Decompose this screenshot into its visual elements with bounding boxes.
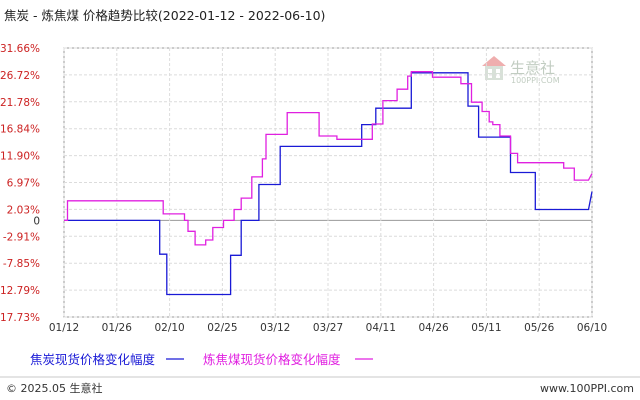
y-tick-label: 16.84% xyxy=(0,124,40,136)
x-tick-label: 06/10 xyxy=(577,322,607,334)
y-tick-label: 31.66% xyxy=(0,43,40,55)
watermark-url: 100PPI.COM xyxy=(511,76,560,85)
y-tick-label: -12.79% xyxy=(0,285,40,297)
footer-site: www.100PPI.com xyxy=(540,382,634,395)
x-tick-label: 01/12 xyxy=(49,322,79,334)
y-tick-label: -17.73% xyxy=(0,312,40,324)
x-tick-label: 04/26 xyxy=(418,322,449,334)
x-tick-label: 02/25 xyxy=(207,322,237,334)
y-tick-label: 6.97% xyxy=(7,177,40,189)
y-axis-ticks: 31.66% 26.72% 21.78% 16.84% 11.90% 6.97% 2.03%… xyxy=(0,43,40,324)
house-logo-icon xyxy=(482,56,506,80)
y-tick-label: 11.90% xyxy=(0,151,40,163)
watermark-brand: 生意社 xyxy=(510,59,555,77)
y-tick-label: 21.78% xyxy=(0,97,40,109)
legend-label-coking-coal: 炼焦煤现货价格变化幅度 xyxy=(203,352,341,367)
grid-lines xyxy=(63,47,593,318)
y-tick-label: -7.85% xyxy=(3,258,40,270)
x-tick-label: 03/12 xyxy=(260,322,290,334)
x-tick-label: 04/11 xyxy=(366,322,396,334)
y-tick-label: -2.91% xyxy=(3,231,40,243)
x-tick-label: 02/10 xyxy=(154,322,184,334)
y-tick-label: 2.03% xyxy=(7,204,40,216)
series-line-coking-coal xyxy=(64,71,593,246)
watermark-logo: 生意社 100PPI.COM xyxy=(482,56,560,85)
x-tick-label: 03/27 xyxy=(313,322,343,334)
x-tick-label: 05/11 xyxy=(471,322,501,334)
y-tick-label: 0 xyxy=(33,215,40,227)
y-tick-label: 26.72% xyxy=(0,70,40,82)
legend-label-coke: 焦炭现货价格变化幅度 xyxy=(30,352,156,367)
legend: 焦炭现货价格变化幅度 炼焦煤现货价格变化幅度 xyxy=(30,352,373,367)
x-tick-label: 01/26 xyxy=(102,322,133,334)
chart-title: 焦炭 - 炼焦煤 价格趋势比较(2022-01-12 - 2022-06-10) xyxy=(4,8,325,23)
x-axis-ticks: 01/12 01/26 02/10 02/25 03/12 03/27 04/11 04/26… xyxy=(49,322,607,334)
series-lines xyxy=(64,71,593,296)
footer-copyright: © 2025.05 生意社 xyxy=(6,381,102,395)
x-tick-label: 05/26 xyxy=(524,322,555,334)
